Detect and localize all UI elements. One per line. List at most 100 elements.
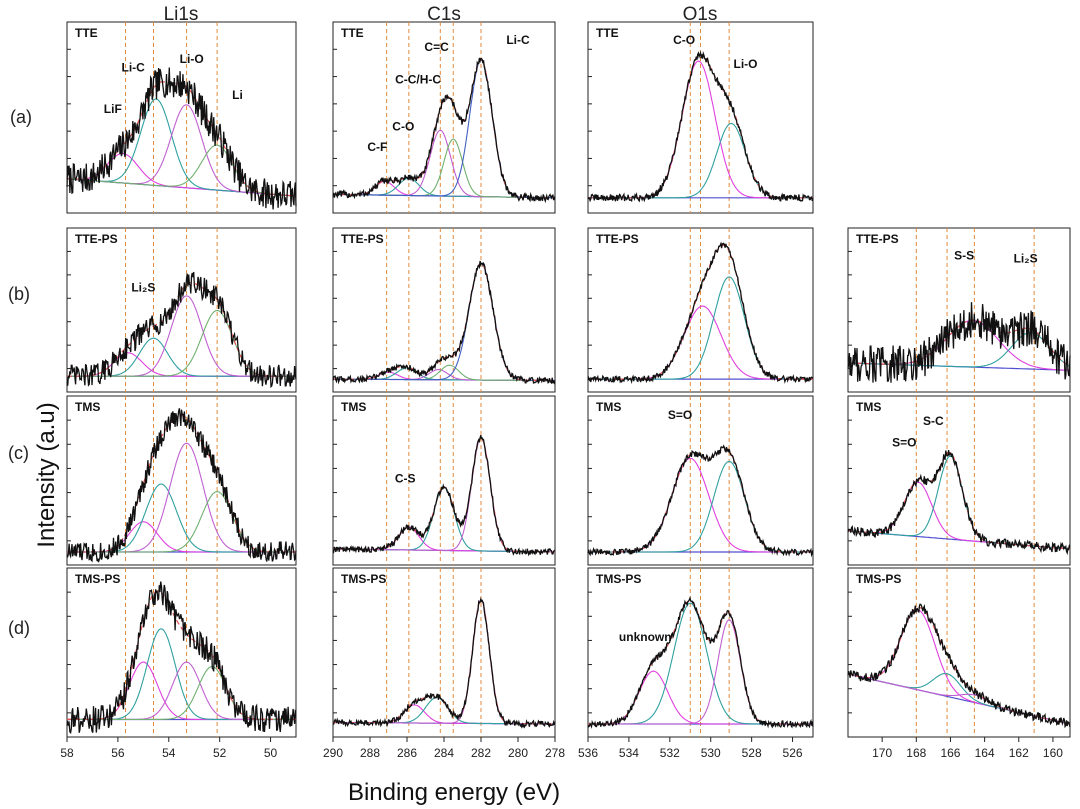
peak-annotation: S-S (954, 248, 974, 262)
plot-frame (332, 567, 556, 738)
row-label-c: (c) (8, 443, 29, 463)
subplot-s2p-tms-ps: TMS-PS (847, 567, 1071, 738)
x-tick-label: 50 (264, 746, 278, 760)
row-label-a: (a) (10, 107, 32, 127)
peak-annotation: Li-C (506, 33, 530, 47)
column-title-li1s: Li1s (164, 4, 199, 25)
x-tick-label: 162 (1009, 746, 1029, 760)
subplot-c1s-tms: TMS C-S (332, 395, 556, 566)
subplot-li1s-tte-ps: TTE-PS Li₂S (66, 227, 297, 393)
subplot-c1s-tms-ps: TMS-PS (332, 567, 556, 738)
raw-spectrum (847, 603, 1071, 729)
x-tick-label: 170 (872, 746, 892, 760)
raw-spectrum (587, 50, 814, 203)
x-tick-label: 282 (471, 746, 491, 760)
sample-label: TMS-PS (856, 572, 901, 586)
sample-label: TTE (596, 26, 619, 40)
raw-spectrum (587, 241, 814, 385)
subplot-o1s-tte: TTE C-O Li-O (587, 21, 814, 214)
x-tick-label: 164 (975, 746, 995, 760)
peak-annotation: Li (232, 88, 243, 102)
panel-o1s: O1s TTE C-O Li-O TTE-PS TMS S=O TMS-PS unknown 53… (578, 4, 814, 760)
x-tick-label: 532 (660, 746, 680, 760)
plot-frame (66, 567, 297, 738)
subplot-li1s-tms: TMS (66, 395, 297, 566)
peak-annotation: C-F (367, 140, 387, 154)
peak-annotation: Li-O (734, 57, 758, 71)
x-tick-label: 284 (434, 746, 454, 760)
sample-label: TMS (341, 400, 366, 414)
sample-label: TTE-PS (856, 232, 899, 246)
y-axis-label: Intensity (a.u) (33, 402, 60, 547)
plot-frame (332, 227, 556, 393)
sample-label: TMS-PS (341, 572, 386, 586)
x-tick-label: 160 (1043, 746, 1063, 760)
raw-spectrum (66, 408, 297, 563)
peak-annotation: Li₂S (1014, 251, 1038, 265)
subplot-o1s-tte-ps: TTE-PS (587, 227, 814, 393)
x-tick-label: 536 (578, 746, 598, 760)
raw-spectrum (66, 271, 297, 389)
x-tick-label: 290 (323, 746, 343, 760)
peak-annotation: unknown (619, 630, 672, 644)
plot-frame (847, 395, 1071, 566)
raw-spectrum (332, 57, 556, 204)
sample-label: TTE (75, 26, 98, 40)
x-tick-label: 56 (111, 746, 125, 760)
row-label-d: (d) (8, 618, 30, 638)
raw-spectrum (66, 67, 297, 210)
x-tick-label: 280 (508, 746, 528, 760)
subplot-o1s-tms-ps: TMS-PS unknown (587, 567, 814, 738)
x-tick-label: 526 (783, 746, 803, 760)
x-tick-label: 52 (213, 746, 227, 760)
x-tick-label: 166 (940, 746, 960, 760)
x-tick-label: 54 (162, 746, 176, 760)
subplot-c1s-tte: TTE C-F C-O C-C/H-C C=C Li-C (332, 21, 556, 214)
row-label-b: (b) (8, 284, 30, 304)
peak-annotation: S-C (923, 414, 944, 428)
plot-frame (66, 227, 297, 393)
x-tick-label: 528 (742, 746, 762, 760)
subplot-s2p-tte-ps: TTE-PS S-S Li₂S (847, 227, 1071, 393)
sample-label: TMS-PS (596, 572, 641, 586)
sample-label: TTE (341, 26, 364, 40)
subplot-s2p-tms: TMS S=O S-C (847, 395, 1071, 566)
raw-spectrum (332, 260, 556, 385)
subplot-li1s-tte: TTE LiF Li-C Li-O Li (66, 21, 297, 214)
x-tick-label: 278 (545, 746, 565, 760)
subplot-li1s-tms-ps: TMS-PS (66, 567, 297, 738)
sample-label: TTE-PS (596, 232, 639, 246)
peak-annotation: S=O (668, 408, 692, 422)
raw-spectrum (332, 435, 556, 557)
peak-annotation: Li₂S (131, 280, 155, 294)
plot-frame (847, 567, 1071, 738)
sample-label: TMS (75, 400, 100, 414)
fit-component-2 (588, 276, 813, 380)
x-tick-label: 534 (619, 746, 639, 760)
peak-annotation: LiF (104, 102, 122, 116)
peak-annotation: C-S (395, 472, 416, 486)
x-axis-label: Binding energy (eV) (348, 779, 560, 806)
sample-label: TMS (596, 400, 621, 414)
raw-spectrum (66, 581, 297, 734)
raw-spectrum (332, 596, 556, 729)
x-tick-label: 530 (701, 746, 721, 760)
peak-annotation: C=C (424, 40, 449, 54)
plot-frame (332, 395, 556, 566)
sample-label: TTE-PS (75, 232, 118, 246)
peak-annotation: C-O (392, 119, 414, 133)
plot-frame (332, 21, 556, 214)
subplot-o1s-tms: TMS S=O (587, 395, 814, 566)
sample-label: TMS (856, 400, 881, 414)
column-title-o1s: O1s (683, 4, 718, 25)
peak-annotation: Li-O (180, 52, 204, 66)
x-tick-label: 168 (906, 746, 926, 760)
raw-spectrum (847, 302, 1071, 383)
peak-annotation: S=O (892, 435, 916, 449)
sample-label: TMS-PS (75, 572, 120, 586)
peak-annotation: C-C/H-C (395, 73, 441, 87)
peak-annotation: Li-C (121, 61, 145, 75)
peak-annotation: C-O (673, 33, 695, 47)
